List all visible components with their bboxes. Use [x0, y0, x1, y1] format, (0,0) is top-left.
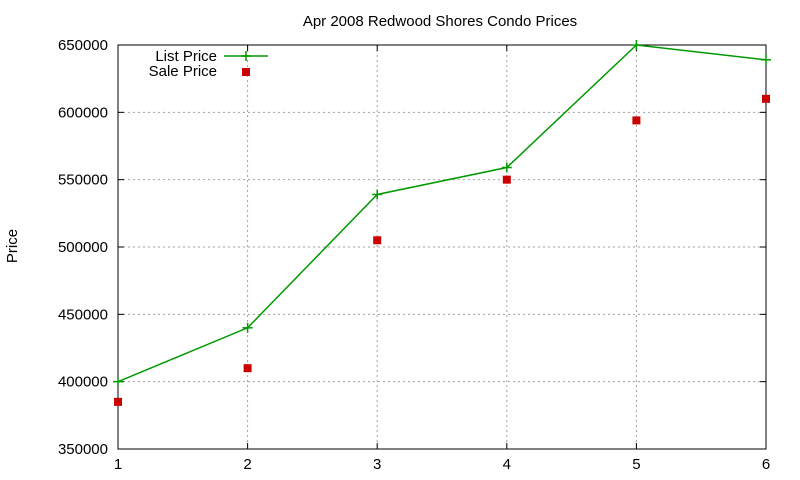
point-list-price	[761, 54, 771, 65]
x-tick-label: 3	[373, 456, 381, 473]
point-list-price	[631, 40, 642, 50]
y-tick-label: 550000	[58, 172, 108, 189]
point-list-price	[242, 322, 253, 333]
point-sale-price	[762, 94, 770, 103]
y-axis-label: Price	[4, 229, 21, 263]
legend-label-list-price: List Price	[155, 48, 217, 65]
legend: List Price Sale Price	[149, 48, 268, 80]
y-axis-ticks: 350000 400000 450000 500000 550000 600000 6500…	[58, 37, 766, 458]
y-tick-label: 350000	[58, 441, 108, 458]
x-tick-label: 1	[114, 456, 122, 473]
x-tick-label: 6	[762, 456, 770, 473]
point-sale-price	[632, 116, 641, 125]
point-list-price	[113, 376, 123, 387]
x-axis-ticks: 1 2 3 4 5 6	[114, 45, 770, 473]
series-layer	[113, 40, 771, 406]
point-list-price	[501, 162, 512, 173]
y-tick-label: 650000	[58, 37, 108, 54]
y-tick-label: 600000	[58, 104, 108, 121]
series-line-list-price	[117, 44, 767, 383]
point-sale-price	[373, 236, 382, 245]
legend-plus-marker-part	[241, 51, 251, 61]
point-sale-price	[114, 397, 122, 406]
grid-lines	[118, 45, 766, 449]
x-tick-label: 2	[243, 456, 251, 473]
y-tick-label: 500000	[58, 239, 108, 256]
x-tick-label: 4	[503, 456, 511, 473]
legend-label-sale-price: Sale Price	[149, 63, 217, 80]
y-tick-label: 450000	[58, 306, 108, 323]
chart-title: Apr 2008 Redwood Shores Condo Prices	[303, 13, 577, 30]
point-list-price	[372, 189, 383, 200]
y-tick-label: 400000	[58, 374, 108, 391]
point-sale-price	[502, 175, 511, 184]
legend-square-marker-sale-price	[242, 68, 250, 76]
x-tick-label: 5	[632, 456, 640, 473]
point-sale-price	[243, 364, 252, 373]
legend-plus-marker-list-price	[241, 51, 251, 61]
